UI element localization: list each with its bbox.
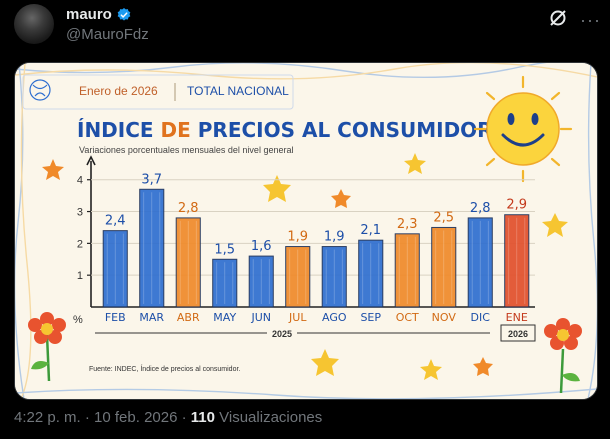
- bar: [504, 214, 530, 308]
- globe-doodle-icon: [29, 79, 51, 101]
- x-category-label: ABR: [177, 311, 200, 324]
- x-category-label: MAR: [139, 311, 164, 324]
- author-name[interactable]: mauro: [66, 6, 112, 23]
- bar: [248, 255, 274, 308]
- tweet-timestamp[interactable]: 4:22 p. m. · 10 feb. 2026 ·: [14, 409, 191, 426]
- bar-value-label: 2,8: [470, 201, 491, 216]
- bar: [102, 230, 128, 308]
- bar: [431, 226, 457, 308]
- chart-area: 4 3 2 1 2,4 FEB 3,7 MAR 2,8 ABR 1,5 MAY 1,6 JUN 1,9 JUL…: [77, 155, 535, 324]
- scope-label: TOTAL NACIONAL: [187, 84, 289, 98]
- bar: [139, 188, 165, 308]
- flower-left-icon: [28, 312, 66, 382]
- more-options-icon[interactable]: ···: [580, 10, 601, 30]
- y-tick-label: 1: [77, 270, 83, 282]
- author-avatar[interactable]: [14, 4, 54, 44]
- source-note: Fuente: INDEC, Índice de precios al cons…: [89, 364, 240, 373]
- y-tick-label: 4: [77, 175, 83, 187]
- x-category-label: JUN: [250, 311, 271, 324]
- bar: [175, 217, 201, 308]
- orange-star-icon: [42, 159, 493, 376]
- smiling-sun-icon: [473, 75, 573, 183]
- x-category-label: FEB: [105, 311, 126, 324]
- x-category-label: OCT: [396, 311, 419, 324]
- crayon-border: [15, 63, 597, 399]
- y-axis-arrow-icon: [86, 155, 96, 166]
- bar-value-label: 3,7: [141, 172, 162, 187]
- chart-title: ÍNDICE DE PRECIOS AL CONSUMIDOR: [77, 118, 493, 142]
- bar-value-label: 1,5: [214, 242, 235, 257]
- verified-badge-icon: [117, 7, 131, 21]
- bar-value-label: 2,5: [433, 210, 454, 225]
- author-name-row[interactable]: mauro: [66, 6, 132, 23]
- author-handle[interactable]: @MauroFdz: [66, 26, 149, 43]
- x-category-label: MAY: [213, 311, 236, 324]
- bar-value-label: 1,9: [287, 230, 308, 245]
- bar-value-label: 2,1: [360, 223, 381, 238]
- chart-subtitle: Variaciones porcentuales mensuales del n…: [79, 145, 293, 155]
- x-category-label: SEP: [360, 311, 381, 324]
- x-category-label: DIC: [471, 311, 491, 324]
- ipc-infographic: Enero de 2026 TOTAL NACIONAL ÍNDICE DE P…: [15, 63, 597, 399]
- bar-value-label: 2,9: [506, 198, 527, 213]
- tweet-footer: 4:22 p. m. · 10 feb. 2026 · 110 Visualiz…: [14, 409, 322, 426]
- year-2025-label: 2025: [272, 329, 292, 339]
- year-2025-label-bg: [267, 326, 297, 340]
- year-2026-label: 2026: [508, 329, 528, 339]
- period-label: Enero de 2026: [79, 84, 158, 98]
- y-tick-label: 3: [77, 207, 83, 219]
- bar: [467, 217, 493, 308]
- year-2026-box: [500, 324, 536, 342]
- bar: [285, 246, 311, 308]
- bar-value-label: 2,4: [105, 214, 126, 229]
- bar: [394, 233, 420, 308]
- y-tick-label: 2: [77, 238, 83, 250]
- views-count: 110: [190, 409, 215, 426]
- star-decoration-icon: [263, 153, 568, 380]
- y-axis-unit: %: [73, 314, 83, 326]
- grok-icon[interactable]: [548, 8, 568, 28]
- header-box: [22, 74, 294, 110]
- x-category-label: AGO: [322, 311, 347, 324]
- bar: [358, 239, 384, 308]
- x-category-label: ENE: [506, 311, 528, 324]
- bar-value-label: 1,9: [324, 230, 345, 245]
- x-category-label: JUL: [288, 311, 307, 324]
- bar-value-label: 2,3: [397, 217, 418, 232]
- tweet-media-image[interactable]: Enero de 2026 TOTAL NACIONAL ÍNDICE DE P…: [14, 62, 598, 400]
- bar: [321, 246, 347, 308]
- bar-value-label: 1,6: [251, 239, 272, 254]
- bar-value-label: 2,8: [178, 201, 199, 216]
- views-label: Visualizaciones: [214, 409, 323, 426]
- bar: [212, 258, 238, 308]
- x-category-label: NOV: [432, 311, 457, 324]
- flower-right-icon: [544, 318, 582, 394]
